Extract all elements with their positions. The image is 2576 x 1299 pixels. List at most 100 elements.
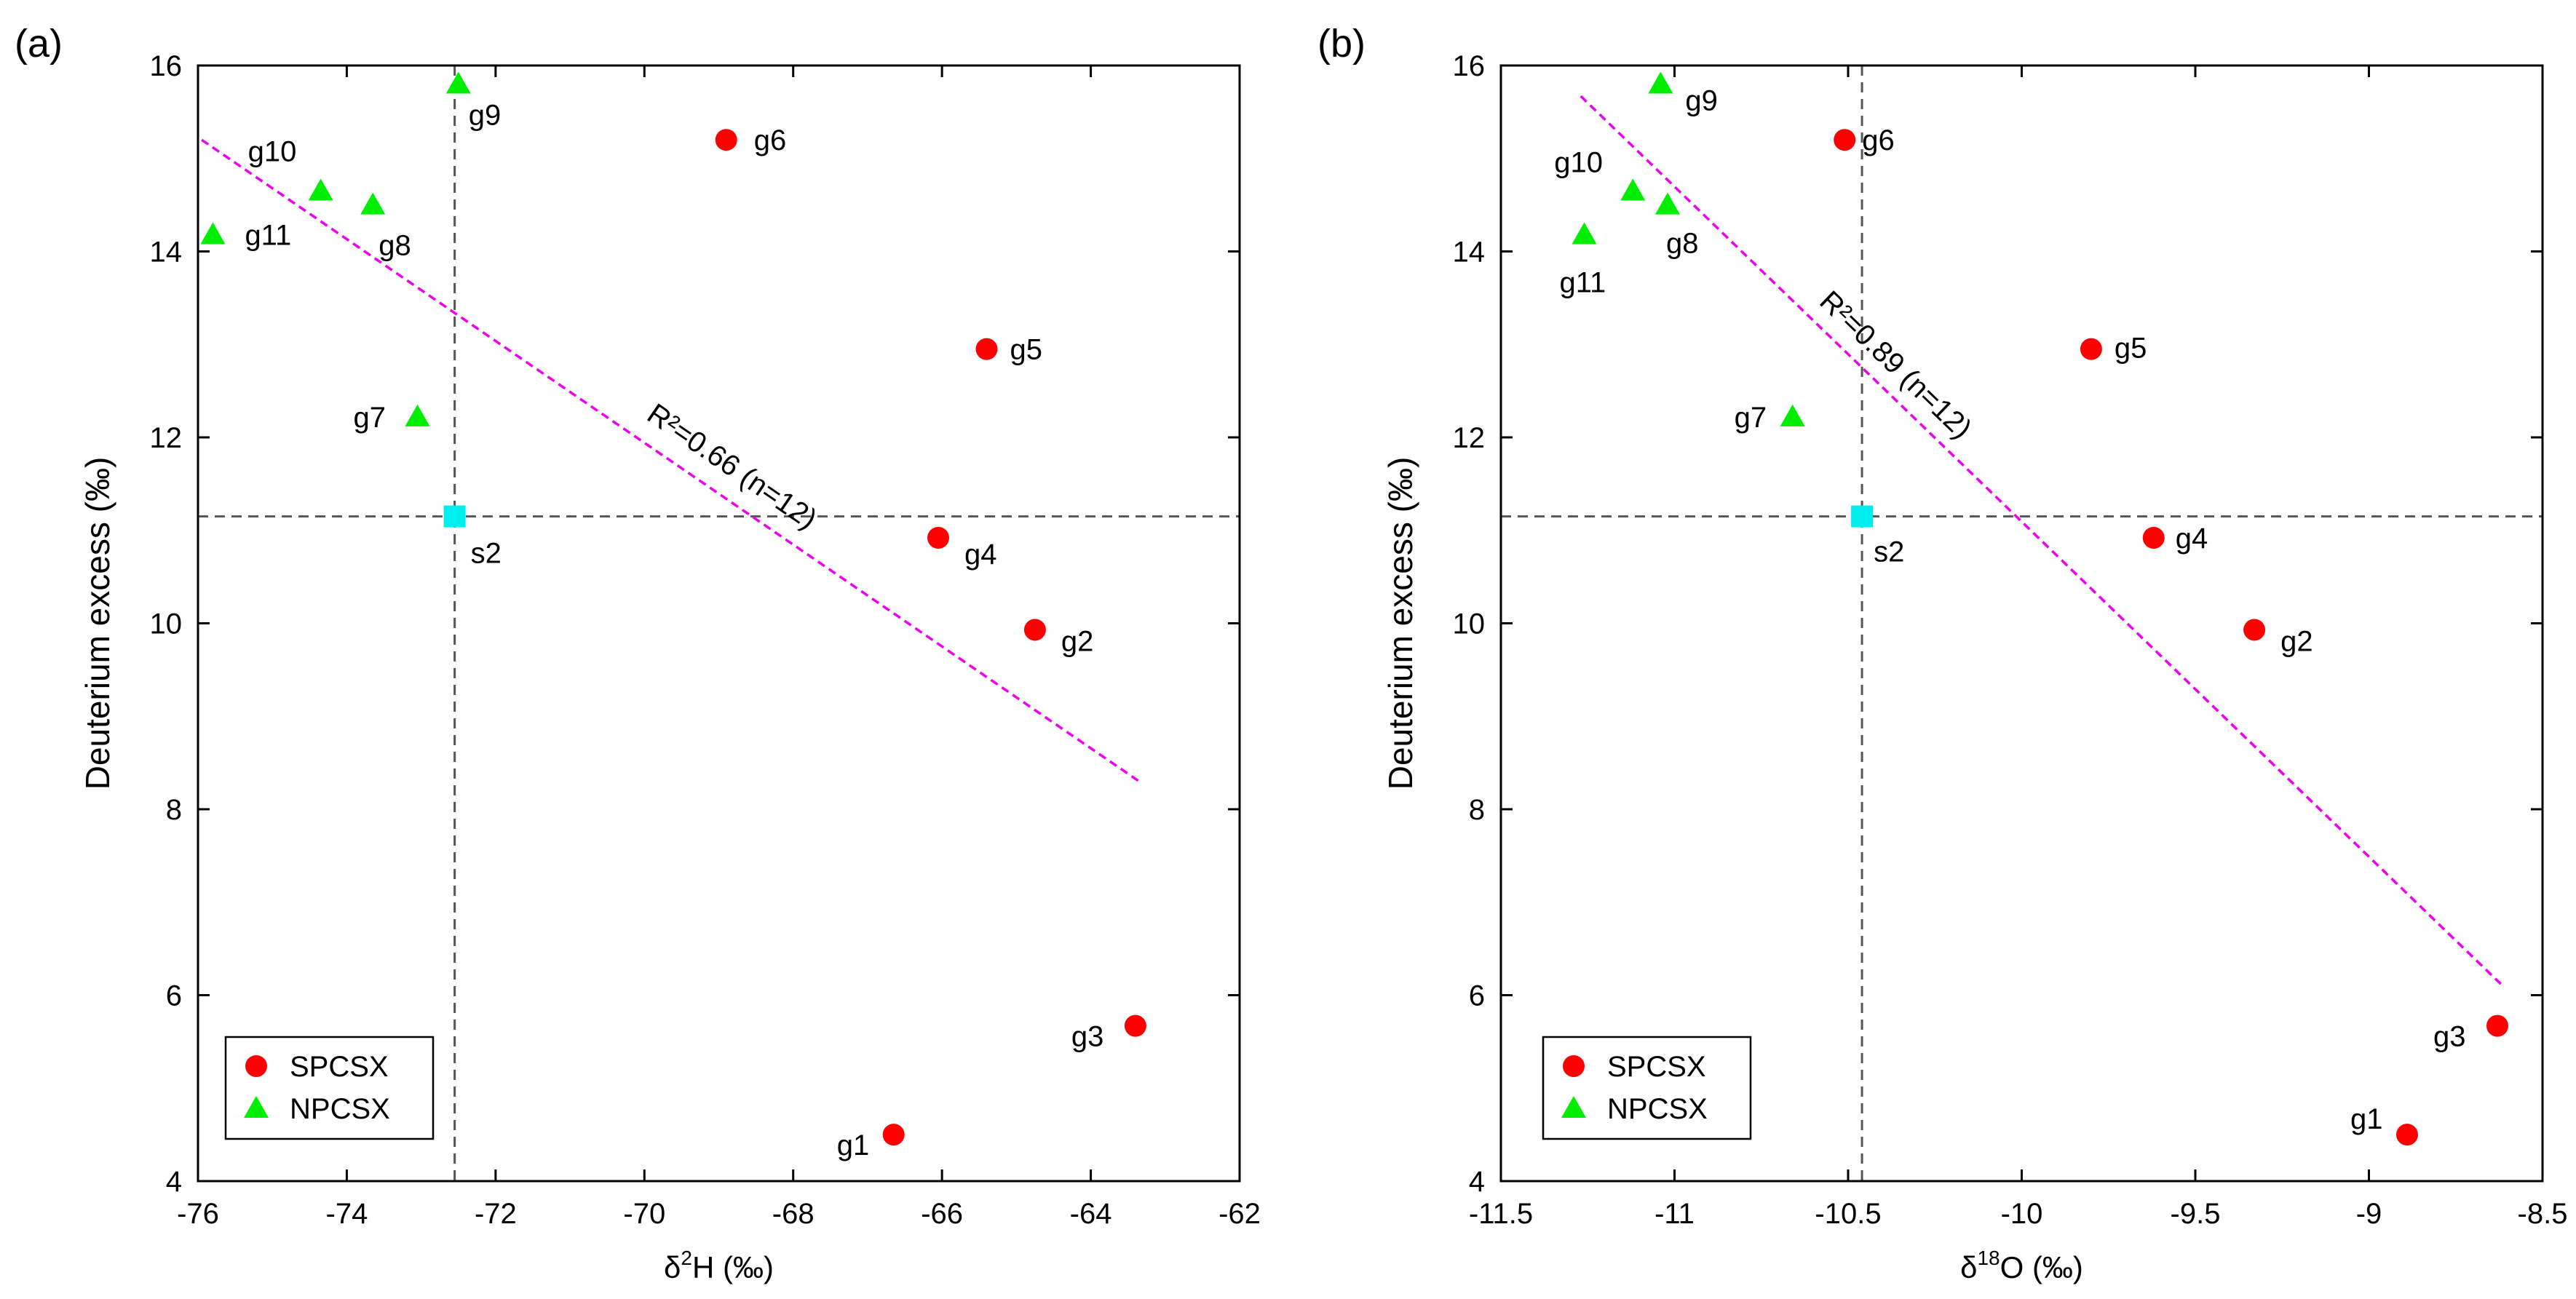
legend-label-spcsx: SPCSX bbox=[290, 1051, 389, 1083]
point-label-g9: g9 bbox=[469, 100, 502, 132]
point-label-g8: g8 bbox=[379, 230, 411, 262]
data-point-g10 bbox=[1620, 178, 1646, 201]
y-tick-label: 16 bbox=[150, 50, 183, 82]
x-tick-label: -62 bbox=[1218, 1198, 1261, 1230]
plot-frame bbox=[197, 64, 1241, 1183]
data-point-g11 bbox=[200, 222, 226, 245]
data-point-g8 bbox=[1654, 192, 1680, 215]
legend-label-npcsx: NPCSX bbox=[1607, 1093, 1708, 1125]
data-point-g1 bbox=[882, 1124, 905, 1146]
point-label-g2: g2 bbox=[2280, 625, 2313, 657]
y-tick-label: 12 bbox=[150, 422, 183, 454]
point-label-g6: g6 bbox=[1862, 124, 1895, 156]
y-tick-label: 14 bbox=[150, 237, 183, 269]
y-axis-label: Deuterium excess (‰) bbox=[79, 457, 116, 790]
y-tick-label: 12 bbox=[1453, 422, 1486, 454]
point-label-s2: s2 bbox=[471, 538, 502, 570]
chart-panel-b: (b) R²=0.89 (n=12) -11.5 -11 -10.5 -10 -9.5 -9 -… bbox=[1317, 22, 2567, 1284]
point-label-g10: g10 bbox=[248, 135, 297, 167]
point-label-g8: g8 bbox=[1666, 228, 1699, 260]
legend-marker-npcsx bbox=[1561, 1096, 1586, 1118]
x-axis-label: δ18O (‰) bbox=[1960, 1247, 2083, 1284]
y-tick-label: 10 bbox=[1453, 608, 1486, 640]
y-tick-label: 10 bbox=[150, 608, 183, 640]
x-tick-label: -9 bbox=[2356, 1198, 2382, 1230]
panel-label: (a) bbox=[15, 22, 63, 65]
point-label-g10: g10 bbox=[1554, 146, 1603, 178]
data-point-s2 bbox=[443, 505, 466, 528]
data-point-g11 bbox=[1572, 222, 1597, 245]
data-point-g2 bbox=[2243, 619, 2266, 641]
point-label-g11: g11 bbox=[245, 220, 291, 252]
data-point-g6 bbox=[715, 129, 737, 151]
legend-marker-spcsx bbox=[245, 1055, 267, 1077]
legend-box bbox=[1542, 1036, 1752, 1140]
data-point-g6 bbox=[1834, 129, 1856, 151]
data-point-g4 bbox=[927, 526, 950, 549]
point-label-g11: g11 bbox=[1559, 267, 1606, 299]
data-point-g1 bbox=[2395, 1124, 2418, 1146]
legend-marker-npcsx bbox=[244, 1096, 269, 1118]
x-tick-label: -72 bbox=[475, 1198, 517, 1230]
data-point-g2 bbox=[1023, 619, 1046, 641]
x-tick-label: -70 bbox=[623, 1198, 665, 1230]
data-point-g9 bbox=[445, 71, 471, 94]
regression-line bbox=[1580, 95, 2502, 985]
y-tick-label: 4 bbox=[166, 1166, 182, 1198]
point-label-g6: g6 bbox=[754, 124, 787, 156]
chart-panel-a: (a) R²=0.66 (n=12) -76 -74 -72 -70 -68 -66 -64 -6… bbox=[15, 22, 1261, 1284]
point-label-g1: g1 bbox=[2350, 1103, 2383, 1135]
y-tick-label: 14 bbox=[1453, 237, 1486, 269]
y-tick-label: 16 bbox=[1453, 50, 1486, 82]
panel-label: (b) bbox=[1317, 22, 1366, 65]
x-tick-label: -68 bbox=[772, 1198, 815, 1230]
x-tick-label: -66 bbox=[921, 1198, 963, 1230]
point-label-g5: g5 bbox=[2115, 333, 2147, 365]
point-label-g7: g7 bbox=[354, 402, 386, 434]
legend-box bbox=[224, 1036, 435, 1140]
y-tick-label: 8 bbox=[1469, 794, 1485, 826]
point-label-s2: s2 bbox=[1874, 536, 1904, 568]
y-tick-label: 6 bbox=[166, 980, 182, 1012]
regression-line bbox=[201, 138, 1140, 783]
y-tick-label: 6 bbox=[1469, 980, 1485, 1012]
regression-label: R²=0.89 (n=12) bbox=[1813, 285, 1978, 445]
data-point-s2 bbox=[1851, 505, 1874, 528]
point-label-g3: g3 bbox=[1071, 1021, 1104, 1053]
point-label-g4: g4 bbox=[964, 539, 997, 571]
data-point-g7 bbox=[1780, 404, 1805, 426]
x-tick-label: -11.5 bbox=[1469, 1198, 1533, 1230]
data-point-g8 bbox=[360, 192, 386, 215]
x-tick-label: -76 bbox=[177, 1198, 219, 1230]
data-point-g5 bbox=[975, 338, 998, 360]
data-point-g3 bbox=[2486, 1014, 2508, 1037]
x-tick-label: -64 bbox=[1070, 1198, 1112, 1230]
x-axis-label: δ2H (‰) bbox=[664, 1247, 774, 1284]
point-label-g2: g2 bbox=[1061, 625, 1094, 657]
x-tick-label: -10.5 bbox=[1815, 1198, 1881, 1230]
x-tick-label: -11 bbox=[1654, 1198, 1695, 1230]
data-point-g9 bbox=[1648, 71, 1673, 94]
legend-marker-spcsx bbox=[1563, 1055, 1585, 1077]
regression-label: R²=0.66 (n=12) bbox=[641, 397, 823, 536]
point-label-g1: g1 bbox=[837, 1129, 870, 1161]
x-tick-label: -10 bbox=[2001, 1198, 2043, 1230]
y-tick-label: 8 bbox=[166, 794, 182, 826]
point-label-g3: g3 bbox=[2433, 1021, 2466, 1053]
y-tick-label: 4 bbox=[1469, 1166, 1485, 1198]
data-point-g3 bbox=[1124, 1014, 1146, 1037]
x-tick-label: -74 bbox=[326, 1198, 368, 1230]
legend-label-npcsx: NPCSX bbox=[290, 1093, 390, 1125]
data-point-g7 bbox=[405, 404, 430, 426]
legend: SPCSX NPCSX bbox=[224, 1036, 435, 1140]
legend-label-spcsx: SPCSX bbox=[1607, 1051, 1706, 1083]
x-tick-label: -9.5 bbox=[2171, 1198, 2221, 1230]
legend: SPCSX NPCSX bbox=[1542, 1036, 1752, 1140]
point-label-g4: g4 bbox=[2176, 523, 2208, 555]
point-label-g9: g9 bbox=[1685, 85, 1718, 117]
point-label-g5: g5 bbox=[1010, 334, 1042, 366]
y-axis-label: Deuterium excess (‰) bbox=[1382, 457, 1419, 790]
data-point-g5 bbox=[2080, 338, 2102, 360]
x-tick-label: -8.5 bbox=[2518, 1198, 2568, 1230]
